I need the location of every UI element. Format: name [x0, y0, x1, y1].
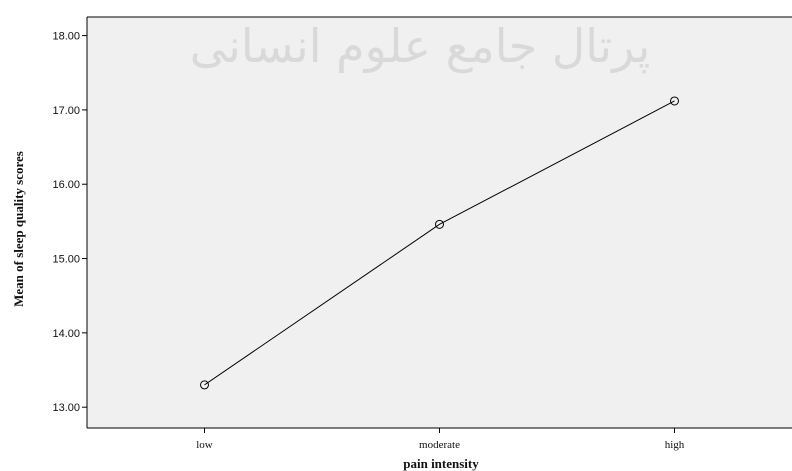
plot-area [87, 17, 792, 428]
data-point-marker [670, 96, 679, 106]
y-tick-label: 14.00 [52, 328, 80, 340]
data-point-marker [200, 380, 209, 390]
data-point-marker [435, 219, 444, 229]
y-tick-label: 15.00 [52, 254, 80, 266]
y-tick-label: 18.00 [52, 31, 80, 43]
y-axis-label: Mean of sleep quality scores [11, 151, 26, 307]
x-tick-label: low [196, 439, 213, 451]
y-tick-label: 16.00 [52, 179, 80, 191]
series-line [204, 100, 675, 386]
watermark: پرتال جامع علوم انسانی [190, 19, 651, 74]
x-tick-label: moderate [419, 439, 460, 451]
x-tick-label: high [665, 439, 685, 451]
x-axis-label: pain intensity [403, 456, 479, 471]
y-tick-label: 13.00 [52, 402, 80, 414]
y-tick-label: 17.00 [52, 105, 80, 117]
